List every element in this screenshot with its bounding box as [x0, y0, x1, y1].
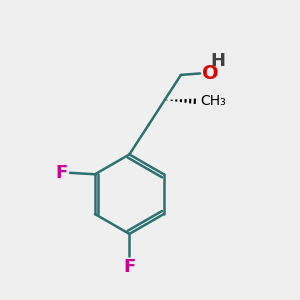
Text: CH₃: CH₃ — [201, 94, 226, 108]
Text: F: F — [55, 164, 68, 182]
Text: F: F — [123, 258, 136, 276]
Text: O: O — [202, 64, 218, 83]
Text: H: H — [211, 52, 226, 70]
